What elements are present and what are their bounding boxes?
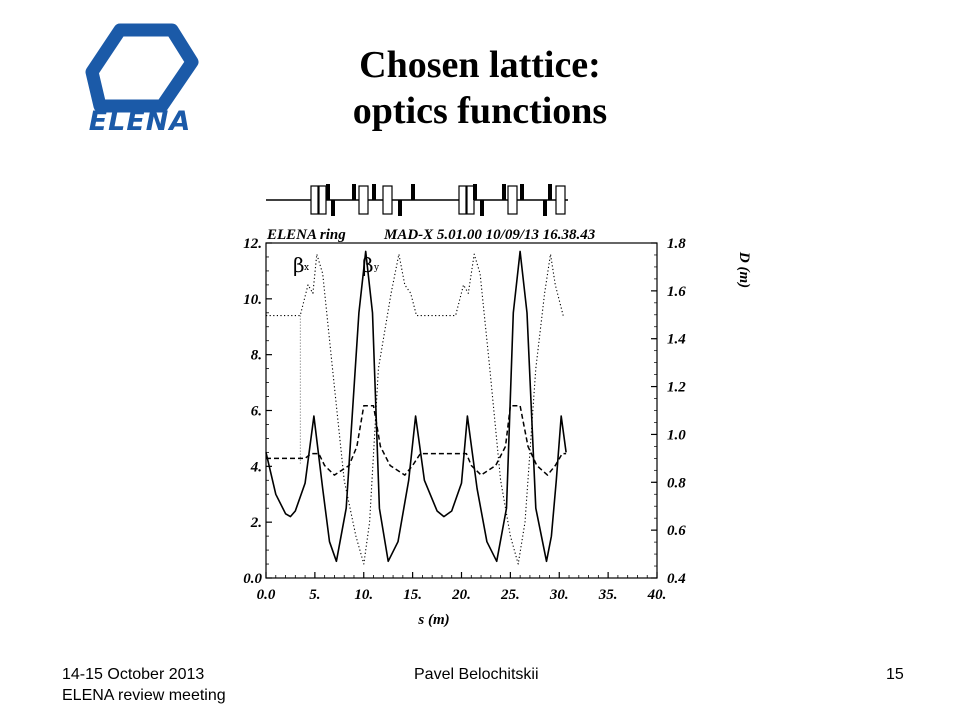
legend-beta-y-symbol: β: [362, 253, 374, 277]
dipole-magnet-icon: [458, 185, 467, 215]
legend-beta-x-symbol: β: [293, 253, 305, 277]
y-left-tick-label: 0.0: [243, 571, 262, 587]
series-line-0: [265, 250, 567, 563]
y-left-tick-label: 12.: [243, 236, 262, 252]
dipole-magnet-icon: [318, 185, 327, 215]
series-layer: [265, 250, 567, 565]
quadrupole-magnet-icon: [543, 200, 547, 216]
y-left-tick-label: 8.: [251, 348, 262, 364]
y-right-tick-label: 1.2: [667, 380, 686, 396]
axis-ticks: 0.0 5. 10. 15. 20. 25. 30. 35. 40. 0.0 2. 4. 6. 8. 10.…: [243, 236, 686, 603]
dipole-magnet-icon: [466, 185, 475, 215]
y-left-tick-label: 6.: [251, 404, 262, 420]
quadrupole-magnet-icon: [548, 184, 552, 200]
x-tick-label: 10.: [354, 587, 373, 603]
legend-beta-y-subscript: y: [373, 263, 380, 273]
y-right-tick-label: 1.8: [667, 236, 686, 252]
footer-author: Pavel Belochitskii: [414, 666, 539, 683]
y-right-tick-label: 1.4: [667, 332, 686, 348]
footer-page-number: 15: [886, 666, 904, 683]
quadrupole-magnet-icon: [398, 200, 402, 216]
y-right-axis-label: D (m): [736, 251, 752, 288]
logo-text: ELENA: [88, 106, 192, 137]
x-tick-label: 20.: [451, 587, 471, 603]
footer-event: ELENA review meeting: [62, 687, 226, 704]
x-tick-label: 25.: [500, 587, 520, 603]
quadrupole-magnet-icon: [520, 184, 524, 200]
elena-logo: [85, 23, 199, 113]
x-axis-label: s (m): [417, 612, 449, 628]
quadrupole-magnet-icon: [352, 184, 356, 200]
x-tick-label: 0.0: [257, 587, 276, 603]
dipole-magnet-icon: [358, 185, 369, 215]
footer-date-event: 14-15 October 2013 ELENA review meeting: [62, 664, 226, 706]
y-left-tick-label: 4.: [250, 459, 262, 475]
dipole-magnet-icon: [310, 185, 319, 215]
quadrupole-magnet-icon: [411, 184, 415, 200]
lattice-diagram: [266, 184, 568, 216]
x-tick-label: 5.: [309, 587, 320, 603]
y-right-tick-label: 1.6: [667, 284, 686, 300]
dipole-magnet-icon: [507, 185, 518, 215]
quadrupole-magnet-icon: [502, 184, 506, 200]
quadrupole-magnet-icon: [331, 200, 335, 216]
dipole-magnet-icon: [382, 185, 393, 215]
y-right-tick-label: 0.4: [667, 571, 686, 587]
footer-date: 14-15 October 2013: [62, 666, 205, 683]
chart-header-right: MAD-X 5.01.00 10/09/13 16.38.43: [383, 227, 596, 243]
y-left-tick-label: 2.: [250, 515, 262, 531]
y-right-tick-label: 0.6: [667, 523, 686, 539]
logo-hexagon-icon: [85, 23, 199, 113]
dipole-magnet-icon: [555, 185, 566, 215]
x-tick-label: 30.: [549, 587, 569, 603]
y-right-tick-label: 0.8: [667, 475, 686, 491]
y-right-tick-label: 1.0: [667, 427, 686, 443]
y-left-tick-label: 10.: [243, 292, 262, 308]
series-line-1: [266, 253, 564, 565]
quadrupole-magnet-icon: [372, 184, 376, 200]
quadrupole-magnet-icon: [326, 184, 330, 200]
legend-beta-x-subscript: x: [304, 263, 309, 273]
x-tick-label: 35.: [598, 587, 618, 603]
series-line-2: [266, 404, 567, 476]
quadrupole-magnet-icon: [480, 200, 484, 216]
x-tick-label: 15.: [403, 587, 422, 603]
title-line-1: Chosen lattice:: [359, 44, 601, 86]
chart-header-left: ELENA ring: [266, 227, 346, 243]
x-tick-label: 40.: [647, 587, 667, 603]
title-line-2: optics functions: [352, 90, 608, 132]
quadrupole-magnet-icon: [473, 184, 477, 200]
slide-title: Chosen lattice: optics functions: [280, 42, 680, 134]
